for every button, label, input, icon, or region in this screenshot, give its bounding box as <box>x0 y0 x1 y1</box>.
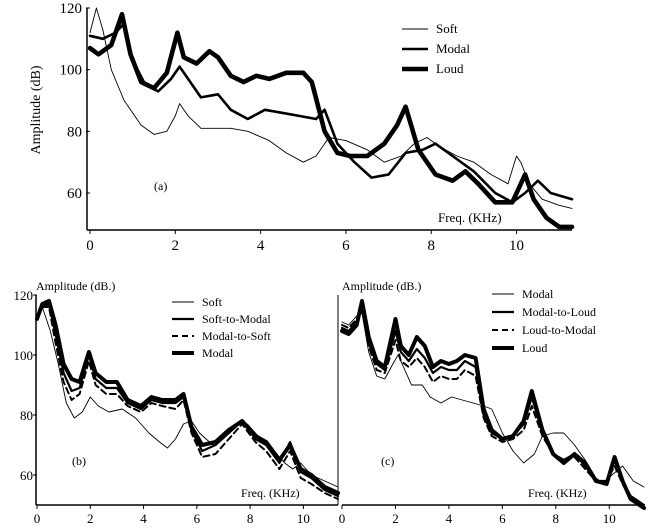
panel-c-y-label: Amplitude (dB.) <box>342 279 421 293</box>
x-tick-label: 10 <box>603 511 616 526</box>
series-line-soft <box>89 7 573 209</box>
legend-label: Modal <box>436 41 470 56</box>
legend-label: Modal <box>522 287 554 301</box>
panel-a-y-label: Amplitude (dB) <box>29 65 44 154</box>
x-tick-label: 0 <box>34 511 41 526</box>
panel-c-x-label: Freq. (KHz) <box>528 486 587 500</box>
series-line-modal <box>88 22 574 204</box>
y-tick-label: 60 <box>67 186 82 202</box>
legend-label: Soft <box>436 21 458 36</box>
panel-b-legend: Soft Soft-to-Modal Modal-to-Soft Modal <box>172 295 271 360</box>
panel-c-legend: Modal Modal-to-Loud Loud-to-Modal Loud <box>492 287 597 355</box>
x-tick-label: 2 <box>87 511 94 526</box>
series-line-soft <box>36 306 339 488</box>
panel-b-ticks: 0 2 4 6 8 10 60 80 100 120 <box>14 288 310 526</box>
panel-a-legend: Soft Modal Loud <box>402 21 470 76</box>
panel-a-ticks: 0 2 4 6 8 10 60 80 100 120 <box>60 1 525 254</box>
x-tick-label: 4 <box>446 511 453 526</box>
legend-label: Modal-to-Loud <box>522 305 596 319</box>
x-tick-label: 10 <box>297 511 310 526</box>
x-tick-label: 6 <box>499 511 506 526</box>
series-line-modal-to-loud <box>340 305 646 507</box>
panel-c-lines <box>340 299 646 510</box>
x-tick-label: 6 <box>194 511 201 526</box>
legend-label: Modal <box>202 346 234 360</box>
panel-b: Amplitude (dB.) Freq. (KHz) (b) 0 2 4 6 8 10 6… <box>14 279 340 526</box>
legend-label: Soft <box>202 295 223 309</box>
panel-b-x-label: Freq. (KHz) <box>241 486 300 500</box>
legend-label: Loud <box>436 61 464 76</box>
y-tick-label: 60 <box>20 468 33 483</box>
y-tick-label: 80 <box>20 408 33 423</box>
x-tick-label: 8 <box>553 511 560 526</box>
legend-label: Soft-to-Modal <box>202 312 271 326</box>
x-tick-label: 2 <box>392 511 399 526</box>
x-tick-label: 2 <box>172 238 180 254</box>
series-line-loud-to-modal <box>341 309 645 506</box>
panel-c: Amplitude (dB.) Freq. (KHz) (c) 0 2 4 6 8 10 … <box>339 279 646 526</box>
y-tick-label: 80 <box>67 124 82 140</box>
x-tick-label: 0 <box>86 238 94 254</box>
panel-a-panel-label: (a) <box>154 179 167 193</box>
panel-b-lines <box>35 299 340 500</box>
x-tick-label: 6 <box>342 238 350 254</box>
y-tick-label: 100 <box>14 348 34 363</box>
y-tick-label: 120 <box>60 1 83 17</box>
panel-b-panel-label: (b) <box>72 454 86 468</box>
series-line-modal-to-soft <box>36 306 339 500</box>
x-tick-label: 8 <box>247 511 254 526</box>
x-tick-label: 0 <box>339 511 346 526</box>
series-line-modal <box>35 299 340 495</box>
legend-label: Loud-to-Modal <box>522 323 597 337</box>
x-tick-label: 8 <box>427 238 435 254</box>
legend-label: Loud <box>522 341 547 355</box>
x-tick-label: 4 <box>257 238 265 254</box>
panel-a-lines <box>87 7 575 230</box>
panel-a: Amplitude (dB) Freq. (KHz) (a) 0 2 4 6 8 10 60… <box>29 1 575 254</box>
x-tick-label: 4 <box>140 511 147 526</box>
y-tick-label: 120 <box>14 288 34 303</box>
panel-c-ticks: 0 2 4 6 8 10 <box>339 505 616 526</box>
series-line-loud <box>87 11 575 230</box>
legend-label: Modal-to-Soft <box>202 329 271 343</box>
x-tick-label: 10 <box>509 238 524 254</box>
panel-b-y-label: Amplitude (dB.) <box>36 279 115 293</box>
panel-a-x-label: Freq. (KHz) <box>438 210 502 225</box>
series-line-loud <box>340 299 646 510</box>
panel-c-panel-label: (c) <box>381 454 394 468</box>
y-tick-label: 100 <box>60 63 83 79</box>
